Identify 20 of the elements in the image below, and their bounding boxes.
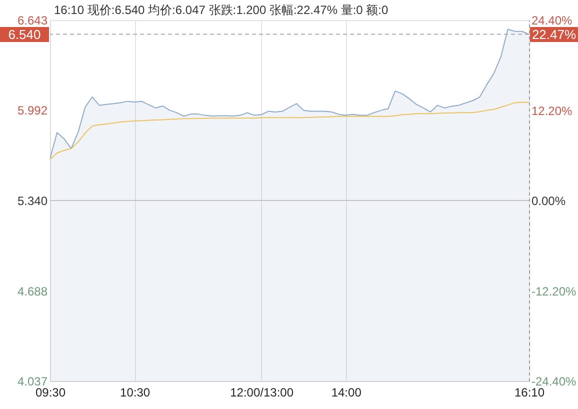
x-tick-label: 10:30 [120, 386, 150, 400]
y2-tick-label: -12.20% [532, 284, 577, 298]
y-tick-label: 5.340 [17, 194, 48, 208]
line-series [50, 102, 529, 160]
chart-title: 16:10 现价:6.540 均价:6.047 张跌:1.200 张幅:22.47% 量:0 额:0 [54, 3, 388, 17]
label-tag: 22.47% [530, 26, 578, 42]
y-tick-label: 6.643 [17, 14, 48, 28]
y-tick-label: 4.037 [17, 374, 48, 388]
label-tag: 6.540 [0, 26, 49, 42]
y2-tick-label: -24.40% [532, 374, 577, 388]
x-tick-label: 16:10 [514, 386, 545, 400]
y-tick-label: 4.688 [17, 284, 48, 298]
y2-tick-label: 12.20% [532, 104, 573, 118]
x-tick-label: 12:00/13:00 [230, 386, 294, 400]
x-tick-label: 14:00 [331, 386, 362, 400]
y-tick-label: 5.992 [17, 104, 48, 118]
ref-line-label: 6.540 [8, 26, 41, 42]
x-tick-label: 09:30 [35, 386, 66, 400]
y2-tick-label: 24.40% [532, 14, 573, 28]
y2-tick-label: 0.00% [532, 194, 566, 208]
